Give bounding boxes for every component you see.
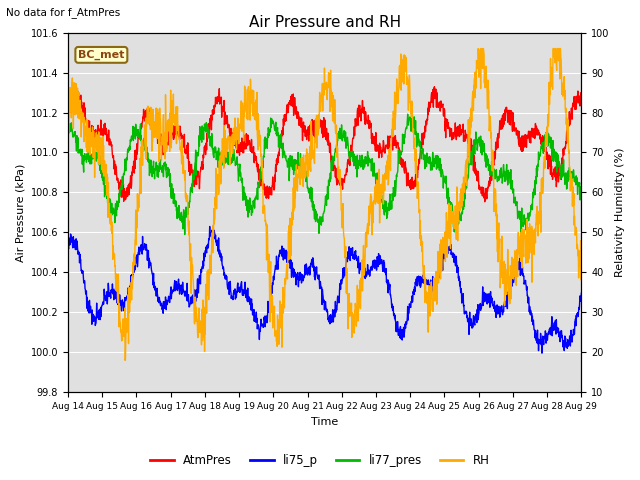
li77_pres (356, 158, 364, 164)
Text: No data for f_AtmPres: No data for f_AtmPres (6, 7, 121, 18)
RH (121, 358, 129, 363)
AtmPres (356, 107, 364, 112)
li77_pres (282, 157, 290, 163)
AtmPres (302, 133, 310, 139)
Line: AtmPres: AtmPres (68, 84, 581, 202)
li77_pres (64, 115, 72, 120)
RH (474, 46, 482, 51)
X-axis label: Time: Time (311, 417, 339, 427)
li75_p (125, 286, 132, 291)
li77_pres (302, 179, 310, 184)
li75_p (64, 241, 72, 247)
RH (64, 107, 72, 112)
Line: RH: RH (68, 48, 581, 360)
li77_pres (577, 197, 585, 203)
AtmPres (481, 199, 488, 204)
li77_pres (293, 162, 301, 168)
li75_p (538, 350, 546, 356)
li77_pres (404, 111, 412, 117)
li75_p (577, 290, 585, 296)
Line: li75_p: li75_p (68, 227, 581, 353)
RH (577, 238, 585, 244)
Title: Air Pressure and RH: Air Pressure and RH (248, 15, 401, 30)
li75_p (302, 268, 310, 274)
li75_p (356, 260, 364, 266)
Y-axis label: Relativity Humidity (%): Relativity Humidity (%) (615, 148, 625, 277)
RH (293, 184, 301, 190)
AtmPres (72, 82, 79, 87)
AtmPres (64, 103, 72, 108)
RH (125, 284, 132, 290)
AtmPres (282, 118, 290, 123)
AtmPres (125, 192, 132, 198)
RH (356, 306, 364, 312)
RH (282, 273, 290, 279)
AtmPres (577, 102, 585, 108)
li75_p (282, 247, 290, 253)
li75_p (206, 224, 214, 229)
li77_pres (125, 145, 132, 151)
Y-axis label: Air Pressure (kPa): Air Pressure (kPa) (15, 163, 25, 262)
Line: li77_pres: li77_pres (68, 114, 581, 235)
RH (302, 153, 310, 158)
li77_pres (181, 232, 189, 238)
Legend: AtmPres, li75_p, li77_pres, RH: AtmPres, li75_p, li77_pres, RH (146, 449, 494, 472)
AtmPres (104, 136, 112, 142)
li75_p (104, 293, 111, 299)
li75_p (293, 276, 301, 282)
Text: BC_met: BC_met (78, 50, 125, 60)
RH (104, 174, 111, 180)
AtmPres (293, 111, 301, 117)
li77_pres (104, 200, 111, 206)
